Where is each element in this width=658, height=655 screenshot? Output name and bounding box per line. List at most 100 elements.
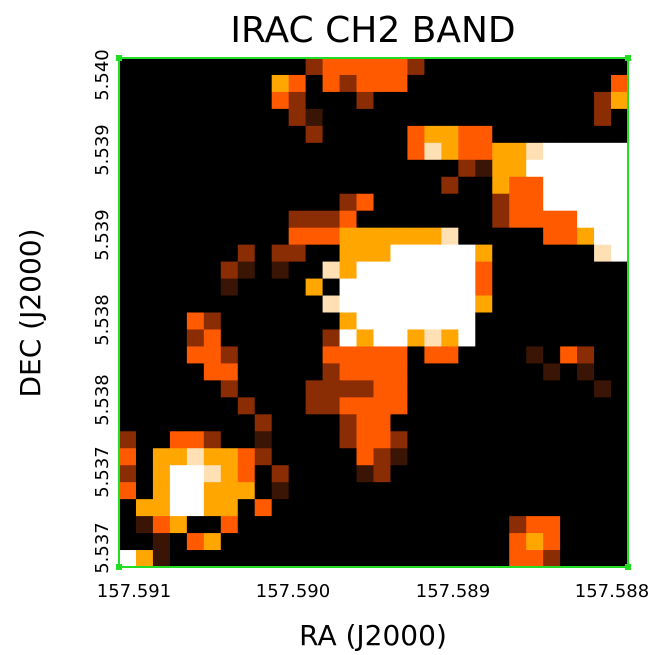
heatmap-cell [424, 142, 442, 161]
heatmap-cell [373, 58, 391, 76]
heatmap-cell [220, 58, 239, 76]
heatmap-cell [594, 193, 612, 212]
heatmap-cell [237, 142, 256, 161]
heatmap-cell [135, 550, 154, 568]
heatmap-cell [288, 465, 307, 483]
heatmap-cell [119, 278, 137, 297]
heatmap-cell [169, 261, 188, 280]
heatmap-cell [254, 550, 273, 568]
heatmap-cell [186, 516, 205, 534]
heatmap-cell [594, 58, 612, 76]
heatmap-cell [424, 159, 442, 178]
heatmap-cell [475, 193, 493, 212]
heatmap-cell [390, 244, 408, 263]
heatmap-cell [611, 448, 629, 466]
heatmap-cell [203, 516, 222, 534]
heatmap-cell [509, 431, 527, 449]
x-tick-labels: 157.591 157.590 157.589 157.588 [97, 581, 649, 602]
heatmap-cell [441, 465, 459, 483]
heatmap-cell [611, 329, 629, 347]
heatmap-cell [441, 346, 459, 364]
heatmap-cell [356, 533, 374, 551]
heatmap-cell [441, 312, 459, 330]
heatmap-cell [220, 244, 239, 263]
heatmap-cell [119, 176, 137, 195]
heatmap-cell [288, 363, 307, 381]
heatmap-cell [220, 210, 239, 229]
heatmap-cell [220, 516, 239, 534]
heatmap-cell [169, 312, 188, 330]
heatmap-cell [305, 295, 324, 313]
heatmap-cell [288, 108, 307, 127]
y-axis-label: DEC (J2000) [14, 228, 47, 397]
heatmap-cell [611, 312, 629, 330]
heatmap-cell [560, 176, 578, 195]
heatmap-cell [220, 193, 239, 212]
heatmap-cell [526, 193, 544, 212]
heatmap-cell [203, 346, 222, 364]
heatmap-cell [271, 159, 290, 178]
heatmap-cell [424, 193, 442, 212]
heatmap-cell [271, 108, 290, 127]
heatmap-cell [186, 482, 205, 500]
heatmap-cell [203, 397, 222, 415]
heatmap-cell [305, 550, 324, 568]
heatmap-cell [475, 448, 493, 466]
heatmap-cell [169, 74, 188, 93]
heatmap-cell [135, 193, 154, 212]
heatmap-cell [509, 74, 527, 93]
heatmap-cell [322, 193, 341, 212]
heatmap-cell [492, 482, 510, 500]
heatmap-cell [475, 295, 493, 313]
heatmap-cell [543, 278, 561, 297]
heatmap-cell [526, 210, 544, 229]
heatmap-cell [152, 414, 171, 432]
heatmap-cell [322, 533, 341, 551]
heatmap-cell [373, 448, 391, 466]
heatmap-cell [492, 380, 510, 398]
heatmap-cell [475, 91, 493, 110]
heatmap-cell [509, 227, 527, 246]
heatmap-cell [492, 346, 510, 364]
heatmap-cell [390, 176, 408, 195]
heatmap-cell [271, 176, 290, 195]
heatmap-cell [203, 499, 222, 517]
heatmap-cell [356, 210, 374, 229]
heatmap-cell [594, 244, 612, 263]
heatmap-cell [152, 210, 171, 229]
heatmap-cell [373, 550, 391, 568]
heatmap-cell [220, 91, 239, 110]
heatmap-cell [254, 193, 273, 212]
heatmap-cell [543, 550, 561, 568]
heatmap-cell [373, 465, 391, 483]
heatmap-cell [152, 176, 171, 195]
heatmap-cell [441, 278, 459, 297]
heatmap-cell [186, 108, 205, 127]
heatmap-cell [339, 465, 358, 483]
heatmap-cell [526, 142, 544, 161]
heatmap-cell [373, 397, 391, 415]
heatmap-cell [509, 533, 527, 551]
heatmap-cell [322, 278, 341, 297]
heatmap-cell [135, 431, 154, 449]
heatmap-cell [509, 397, 527, 415]
heatmap-cell [186, 244, 205, 263]
heatmap-cell [424, 58, 442, 76]
heatmap-cell [254, 312, 273, 330]
heatmap-cell [373, 363, 391, 381]
heatmap-cell [492, 363, 510, 381]
heatmap-cell [458, 312, 476, 330]
heatmap-cell [186, 295, 205, 313]
heatmap-cell [509, 142, 527, 161]
heatmap-cell [543, 465, 561, 483]
heatmap-cell [305, 516, 324, 534]
heatmap-cell [407, 176, 425, 195]
heatmap-cell [407, 516, 425, 534]
heatmap-cell [119, 550, 137, 568]
heatmap-cell [271, 142, 290, 161]
heatmap-cell [424, 108, 442, 127]
heatmap-cell [135, 448, 154, 466]
heatmap-cell [339, 91, 358, 110]
heatmap-cell [526, 380, 544, 398]
heatmap-cell [475, 210, 493, 229]
